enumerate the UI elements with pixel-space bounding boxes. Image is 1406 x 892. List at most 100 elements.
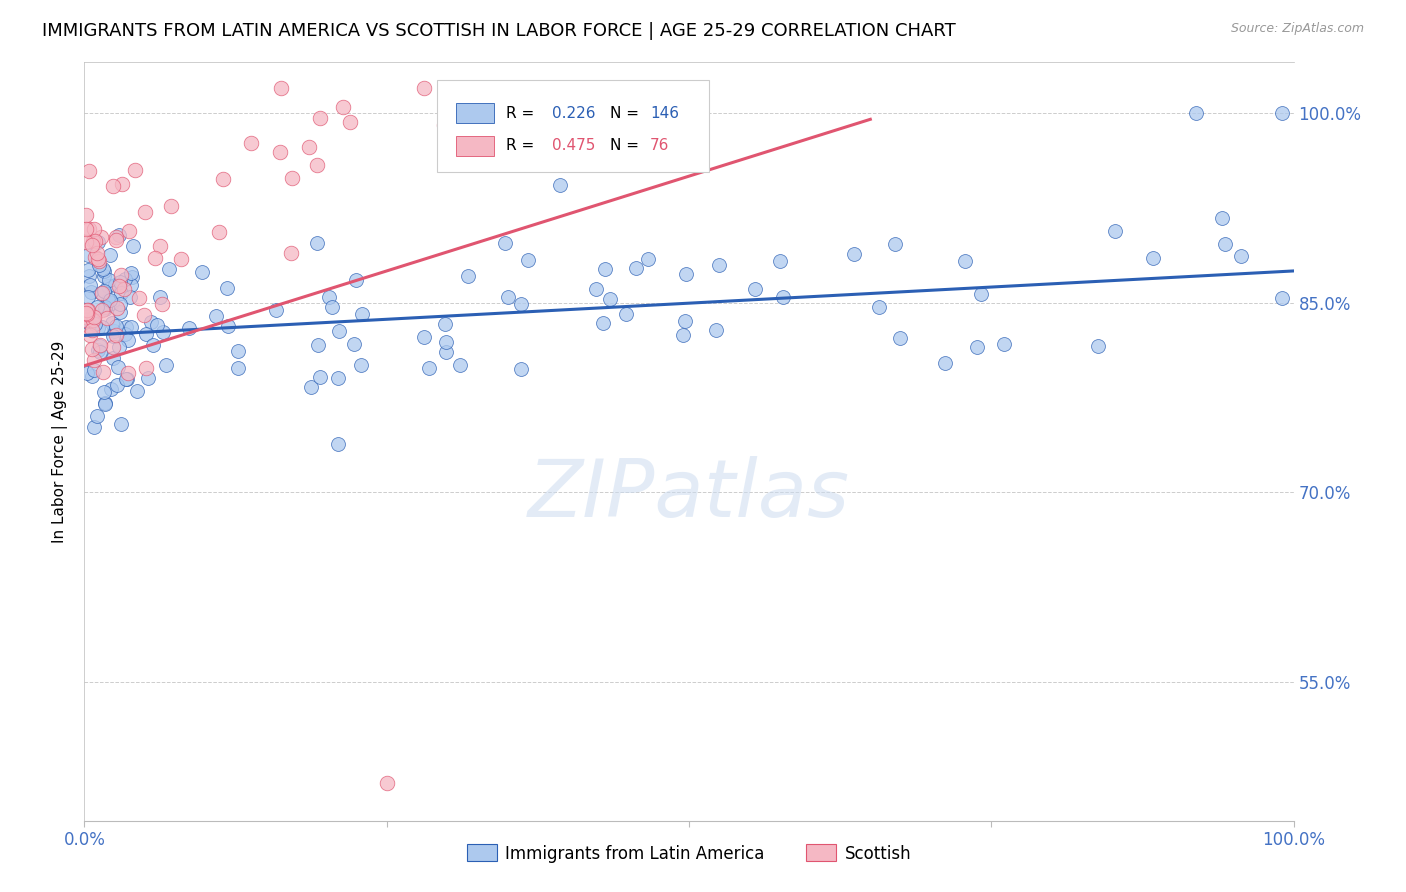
Point	[842, 246, 865, 260]
Y-axis label: In Labor Force | Age 25-29: In Labor Force | Age 25-29	[52, 341, 69, 542]
FancyBboxPatch shape	[437, 80, 710, 172]
Text: 146: 146	[650, 106, 679, 120]
Point	[318, 290, 340, 304]
Point	[264, 303, 287, 318]
Point	[111, 177, 134, 191]
Point	[90, 286, 112, 301]
Point	[100, 382, 122, 396]
Point	[211, 171, 233, 186]
Point	[868, 300, 890, 314]
Point	[135, 361, 157, 376]
Point	[226, 344, 249, 359]
Point	[122, 239, 145, 253]
Point	[269, 145, 291, 159]
Point	[461, 80, 484, 95]
Point	[309, 112, 332, 126]
Point	[350, 307, 373, 321]
Point	[83, 317, 105, 331]
Point	[120, 266, 142, 280]
Point	[170, 252, 193, 267]
Point	[205, 309, 228, 323]
Point	[1213, 237, 1236, 252]
Point	[328, 325, 350, 339]
Point	[117, 366, 139, 380]
Point	[94, 300, 117, 314]
Point	[449, 358, 471, 372]
Point	[1270, 291, 1292, 305]
Point	[470, 80, 492, 95]
Point	[458, 115, 481, 129]
Point	[103, 324, 125, 338]
Point	[107, 340, 129, 354]
Point	[75, 306, 97, 320]
Point	[93, 397, 115, 411]
Point	[160, 199, 183, 213]
Point	[449, 95, 471, 109]
Point	[970, 287, 993, 301]
Point	[217, 318, 239, 333]
Point	[96, 311, 118, 326]
Point	[108, 297, 131, 311]
Point	[76, 302, 98, 317]
Point	[884, 237, 907, 252]
Point	[117, 372, 139, 386]
Point	[105, 377, 128, 392]
Point	[87, 320, 110, 334]
Point	[77, 269, 100, 284]
Point	[91, 319, 114, 334]
Point	[83, 221, 105, 235]
Point	[1271, 106, 1294, 120]
Point	[97, 279, 120, 293]
Point	[934, 356, 956, 370]
Point	[134, 204, 156, 219]
Point	[124, 163, 146, 178]
Point	[155, 359, 177, 373]
Point	[76, 366, 98, 380]
Text: N =: N =	[610, 138, 644, 153]
Point	[121, 269, 143, 284]
Point	[110, 268, 132, 282]
Point	[120, 277, 142, 292]
Point	[624, 261, 647, 276]
Point	[955, 253, 977, 268]
Point	[115, 372, 138, 386]
Point	[75, 310, 97, 325]
Point	[496, 289, 519, 303]
Point	[471, 80, 494, 95]
Point	[321, 300, 343, 314]
Point	[418, 360, 440, 375]
Point	[1230, 249, 1253, 263]
Point	[305, 158, 328, 172]
Point	[75, 208, 97, 222]
Point	[434, 345, 457, 359]
Point	[83, 352, 105, 367]
Point	[104, 327, 127, 342]
Point	[83, 420, 105, 434]
Point	[432, 119, 454, 133]
Point	[706, 323, 728, 337]
Point	[101, 179, 124, 194]
Point	[142, 337, 165, 351]
Point	[83, 234, 105, 248]
Point	[79, 277, 101, 292]
Point	[82, 238, 104, 252]
Point	[510, 296, 533, 310]
Point	[107, 227, 129, 242]
Point	[343, 337, 366, 351]
Point	[413, 330, 436, 344]
Point	[1211, 211, 1233, 225]
Point	[86, 343, 108, 357]
Point	[76, 307, 98, 321]
Point	[270, 80, 292, 95]
Point	[673, 314, 696, 328]
Point	[450, 80, 472, 95]
Point	[434, 317, 457, 331]
Point	[152, 297, 174, 311]
Point	[75, 222, 97, 236]
Point	[125, 384, 148, 398]
Point	[83, 309, 105, 323]
Point	[110, 417, 132, 431]
Point	[94, 301, 117, 316]
Point	[90, 230, 112, 244]
Point	[281, 171, 304, 186]
